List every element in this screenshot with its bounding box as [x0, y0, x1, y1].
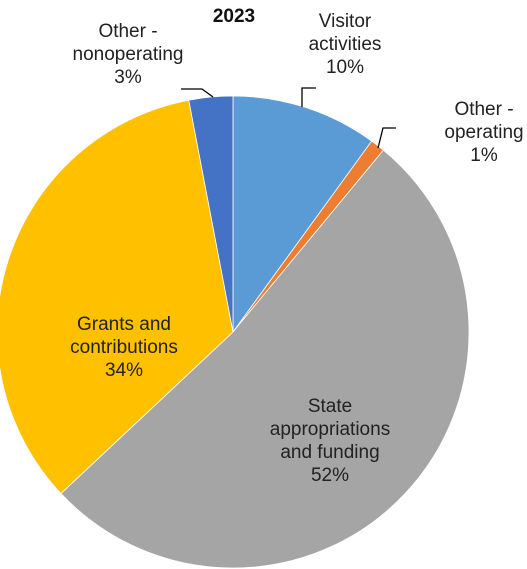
slice-other-nonoperating: [188, 95, 234, 333]
slice-label-line: 10%: [326, 57, 364, 78]
slice-label-line: Other -: [454, 99, 513, 120]
slice-label-line: State: [308, 396, 352, 417]
slice-visitor-activities: [232, 95, 373, 334]
slice-label-line: 1%: [470, 145, 498, 166]
slice-label-state-appropriations-and-funding: State appropriations and funding 52%: [270, 396, 390, 486]
pie-slices: [0, 95, 470, 569]
slice-label-line: 52%: [311, 465, 349, 486]
slice-label-line: Grants and: [77, 314, 171, 335]
slice-state-appropriations-and-funding: [60, 149, 470, 569]
slice-label-line: activities: [309, 34, 382, 55]
slice-label-line: contributions: [70, 337, 178, 358]
leader-line-visitor: [301, 87, 316, 107]
slice-label-line: and funding: [280, 442, 379, 463]
chart-title: 2023: [213, 6, 255, 27]
slice-label-line: appropriations: [270, 419, 390, 440]
leader-line-other-nonoperating: [181, 88, 214, 98]
slice-label-other-nonoperating: Other -nonoperating 3%: [73, 21, 184, 88]
slice-label-line: Visitor: [319, 11, 372, 32]
slice-label-line: nonoperating: [73, 44, 184, 65]
leader-lines: [181, 87, 396, 149]
slice-label-other-operating: Other -operating 1%: [444, 99, 523, 166]
leader-line-other-operating: [377, 127, 396, 149]
slice-label-line: 34%: [105, 360, 143, 381]
slice-label-line: Other -: [98, 21, 157, 42]
slice-label-grants-and-contributions: Grants and contributions 34%: [70, 314, 178, 381]
slice-labels: Visitor activities 10%Other -operating 1%St…: [70, 11, 523, 486]
slice-label-visitor-activities: Visitor activities 10%: [309, 11, 382, 78]
slice-label-line: operating: [444, 122, 523, 143]
slice-label-line: 3%: [114, 67, 142, 88]
slice-grants-and-contributions: [0, 99, 234, 495]
